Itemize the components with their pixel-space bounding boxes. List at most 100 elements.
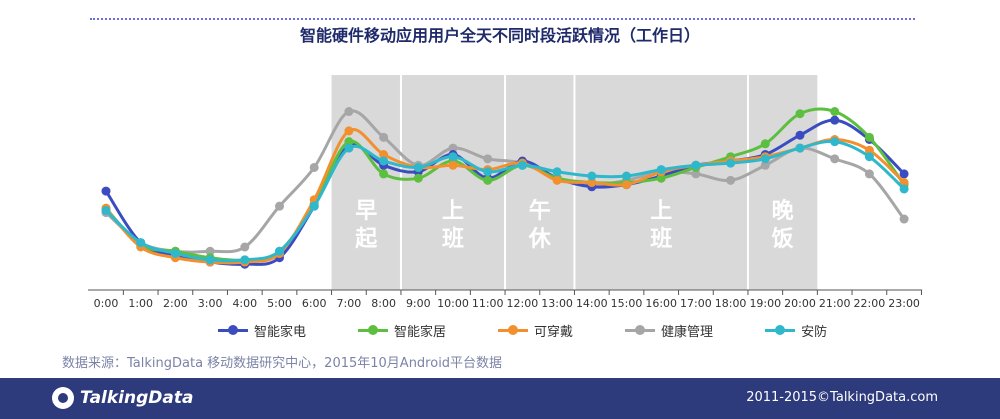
x-tick-label: 4:00	[232, 297, 257, 310]
data-point	[170, 248, 180, 258]
data-point	[240, 255, 250, 265]
legend-swatch	[625, 324, 656, 336]
x-tick-label: 3:00	[198, 297, 223, 310]
data-point	[344, 137, 354, 147]
x-tick-label: 21:00	[819, 297, 851, 310]
data-point	[830, 137, 840, 147]
x-tick-label: 18:00	[715, 297, 747, 310]
legend-item: 健康管理	[625, 321, 713, 340]
period-band-label: 饭	[772, 226, 794, 252]
period-band	[331, 75, 401, 290]
data-point	[379, 156, 389, 166]
data-point	[830, 154, 840, 164]
data-point	[760, 139, 770, 149]
period-band-label: 上	[442, 199, 464, 224]
data-point	[656, 173, 666, 183]
x-tick-label: 2:00	[163, 297, 188, 310]
data-point	[240, 242, 250, 252]
data-point	[344, 107, 354, 117]
x-tick-label: 23:00	[888, 297, 920, 310]
legend-swatch-dot	[228, 325, 238, 335]
data-point	[309, 162, 319, 172]
talkingdata-logo: TalkingData	[52, 387, 193, 409]
legend-swatch	[358, 324, 389, 336]
legend-item: 可穿戴	[498, 321, 573, 340]
data-point	[309, 201, 319, 211]
x-tick-label: 0:00	[94, 297, 119, 310]
copyright-text: 2011-2015©TalkingData.com	[746, 390, 938, 405]
data-point	[691, 160, 701, 170]
legend-label: 智能家电	[254, 324, 307, 340]
period-band-label: 休	[528, 227, 552, 252]
data-point	[413, 162, 423, 172]
legend-item: 智能家居	[358, 321, 446, 340]
period-band-label: 班	[442, 227, 464, 252]
data-point	[275, 246, 284, 256]
period-band-label: 上	[650, 199, 672, 224]
x-tick-label: 1:00	[128, 297, 153, 310]
legend-swatch	[218, 324, 248, 336]
period-band-label: 起	[354, 227, 378, 252]
data-point	[587, 178, 597, 187]
data-point	[344, 143, 354, 153]
logo-icon	[52, 387, 74, 409]
logo-text: TalkingData	[80, 388, 194, 408]
x-tick-label: 7:00	[337, 297, 362, 310]
data-point	[483, 154, 493, 164]
legend-swatch-dot	[368, 325, 379, 335]
data-point	[795, 143, 805, 153]
data-point	[587, 171, 597, 181]
period-band	[747, 75, 818, 290]
x-tick-label: 10:00	[437, 297, 469, 310]
footer-bar: TalkingData 2011-2015©TalkingData.com	[0, 378, 1000, 419]
x-tick-label: 13:00	[541, 297, 573, 310]
legend-swatch	[765, 324, 796, 336]
data-point	[899, 184, 909, 194]
x-tick-label: 17:00	[680, 297, 712, 310]
x-tick-label: 19:00	[749, 297, 781, 310]
data-point	[275, 201, 284, 211]
x-tick-label: 12:00	[507, 297, 539, 310]
data-point	[483, 175, 493, 185]
data-point	[864, 132, 874, 142]
legend-swatch-dot	[508, 325, 519, 335]
legend-swatch-dot	[775, 325, 786, 335]
x-tick-label: 11:00	[472, 297, 504, 310]
data-point	[136, 238, 146, 248]
data-source-note: 数据来源：TalkingData 移动数据研究中心，2015年10月Androi…	[62, 356, 503, 371]
x-tick-label: 16:00	[645, 297, 677, 310]
data-point	[726, 158, 736, 168]
data-point	[101, 205, 111, 215]
data-point	[760, 160, 770, 170]
line-chart: 早起 上班 午休 上班 晚饭 0:00 1:00 2:00 3:00 4:00 5:00 6:00 7:…	[88, 75, 923, 310]
x-tick-label: 22:00	[854, 297, 886, 310]
x-tick-label: 20:00	[784, 297, 816, 310]
data-point	[726, 175, 736, 185]
data-point	[622, 180, 631, 190]
legend-label: 安防	[801, 324, 828, 340]
data-point	[448, 143, 458, 153]
chart-legend: 智能家电 智能家居 可穿戴 健康管理 安防	[218, 318, 879, 342]
data-point	[379, 169, 389, 179]
period-band-label: 晚	[772, 199, 794, 224]
period-band-label: 早	[355, 199, 377, 224]
data-point	[760, 154, 770, 164]
legend-label: 智能家居	[394, 324, 447, 340]
data-point	[864, 152, 874, 162]
data-point	[483, 167, 493, 177]
data-point	[830, 107, 840, 117]
chart-title: 智能硬件移动应用用户全天不同时段活跃情况（工作日）	[299, 26, 700, 45]
data-point	[448, 152, 458, 162]
legend-item: 安防	[765, 321, 827, 340]
legend-item: 智能家电	[218, 321, 306, 340]
x-tick-label: 5:00	[267, 297, 292, 310]
data-point	[205, 255, 215, 265]
data-point	[795, 130, 805, 140]
data-point	[344, 126, 354, 136]
data-point	[379, 150, 389, 160]
data-point	[830, 115, 840, 125]
data-point	[448, 160, 458, 170]
data-point	[101, 186, 111, 196]
data-point	[899, 214, 909, 224]
x-tick-label: 8:00	[371, 297, 396, 310]
